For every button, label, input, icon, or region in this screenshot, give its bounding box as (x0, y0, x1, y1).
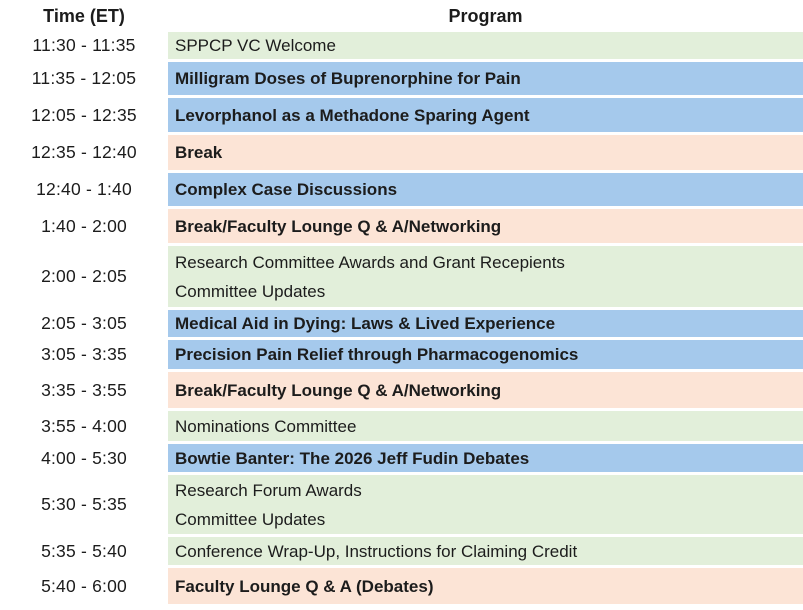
table-body: 11:30 - 11:35 SPPCP VC Welcome 11:35 - 12:… (0, 32, 803, 607)
table-row: 3:55 - 4:00 Nominations Committee (0, 411, 803, 441)
program-line: Precision Pain Relief through Pharmacoge… (175, 345, 579, 364)
table-row: 2:00 - 2:05 Research Committee Awards and… (0, 246, 803, 307)
program-cell: Complex Case Discussions (168, 173, 803, 206)
table-row: 11:30 - 11:35 SPPCP VC Welcome (0, 32, 803, 59)
program-cell: Break/Faculty Lounge Q & A/Networking (168, 209, 803, 243)
program-line: Break/Faculty Lounge Q & A/Networking (175, 216, 502, 236)
table-row: 12:35 - 12:40 Break (0, 135, 803, 170)
time-column-header: Time (ET) (0, 2, 168, 30)
table-row: 4:00 - 5:30 Bowtie Banter: The 2026 Jeff … (0, 444, 803, 472)
table-row: 5:40 - 6:00 Faculty Lounge Q & A (Debates… (0, 568, 803, 604)
time-cell: 2:05 - 3:05 (0, 310, 168, 337)
table-row: 3:05 - 3:35 Precision Pain Relief through… (0, 340, 803, 369)
program-line: Committee Updates (175, 509, 326, 529)
time-cell: 3:55 - 4:00 (0, 411, 168, 441)
time-cell: 3:35 - 3:55 (0, 372, 168, 408)
time-cell: 11:35 - 12:05 (0, 62, 168, 95)
program-line: Medical Aid in Dying: Laws & Lived Exper… (175, 314, 556, 333)
time-cell: 5:35 - 5:40 (0, 537, 168, 565)
program-cell: Bowtie Banter: The 2026 Jeff Fudin Debat… (168, 444, 803, 472)
program-cell: Research Forum Awards Committee Updates (168, 475, 803, 534)
program-line: Milligram Doses of Buprenorphine for Pai… (175, 69, 521, 88)
time-cell: 2:00 - 2:05 (0, 246, 168, 307)
time-cell: 1:40 - 2:00 (0, 209, 168, 243)
table-row: 1:40 - 2:00 Break/Faculty Lounge Q & A/Ne… (0, 209, 803, 243)
program-line: Break (175, 143, 223, 162)
program-cell: Nominations Committee (168, 411, 803, 441)
program-cell: Faculty Lounge Q & A (Debates) (168, 568, 803, 604)
program-line: Research Committee Awards and Grant Rece… (175, 252, 565, 272)
table-row: 12:40 - 1:40 Complex Case Discussions (0, 173, 803, 206)
program-line: Committee Updates (175, 281, 326, 301)
time-cell: 5:40 - 6:00 (0, 568, 168, 604)
program-line: Research Forum Awards (175, 480, 362, 500)
table-row: 12:05 - 12:35 Levorphanol as a Methadone … (0, 98, 803, 132)
program-cell: Milligram Doses of Buprenorphine for Pai… (168, 62, 803, 95)
program-cell: Conference Wrap-Up, Instructions for Cla… (168, 537, 803, 565)
program-cell: Research Committee Awards and Grant Rece… (168, 246, 803, 307)
table-row: 11:35 - 12:05 Milligram Doses of Buprenor… (0, 62, 803, 95)
program-column-header: Program (168, 2, 803, 30)
program-line: Bowtie Banter: The 2026 Jeff Fudin Debat… (175, 448, 530, 468)
time-cell: 12:05 - 12:35 (0, 98, 168, 132)
table-row: 5:30 - 5:35 Research Forum Awards Committe… (0, 475, 803, 534)
program-cell: Break (168, 135, 803, 170)
program-line: Levorphanol as a Methadone Sparing Agent (175, 105, 530, 125)
program-line: SPPCP VC Welcome (175, 36, 336, 55)
time-cell: 12:40 - 1:40 (0, 173, 168, 206)
table-header: Time (ET) Program (0, 2, 803, 30)
program-cell: Levorphanol as a Methadone Sparing Agent (168, 98, 803, 132)
program-cell: Break/Faculty Lounge Q & A/Networking (168, 372, 803, 408)
time-cell: 4:00 - 5:30 (0, 444, 168, 472)
program-cell: Medical Aid in Dying: Laws & Lived Exper… (168, 310, 803, 337)
time-cell: 12:35 - 12:40 (0, 135, 168, 170)
time-cell: 11:30 - 11:35 (0, 32, 168, 59)
time-cell: 5:30 - 5:35 (0, 475, 168, 534)
table-row: 3:35 - 3:55 Break/Faculty Lounge Q & A/Ne… (0, 372, 803, 408)
program-line: Faculty Lounge Q & A (Debates) (175, 576, 434, 596)
program-line: Break/Faculty Lounge Q & A/Networking (175, 380, 502, 400)
program-cell: Precision Pain Relief through Pharmacoge… (168, 340, 803, 369)
program-line: Nominations Committee (175, 416, 357, 436)
program-line: Conference Wrap-Up, Instructions for Cla… (175, 541, 578, 561)
program-cell: SPPCP VC Welcome (168, 32, 803, 59)
time-cell: 3:05 - 3:35 (0, 340, 168, 369)
table-row: 5:35 - 5:40 Conference Wrap-Up, Instructi… (0, 537, 803, 565)
program-line: Complex Case Discussions (175, 180, 398, 199)
table-row: 2:05 - 3:05 Medical Aid in Dying: Laws & … (0, 310, 803, 337)
